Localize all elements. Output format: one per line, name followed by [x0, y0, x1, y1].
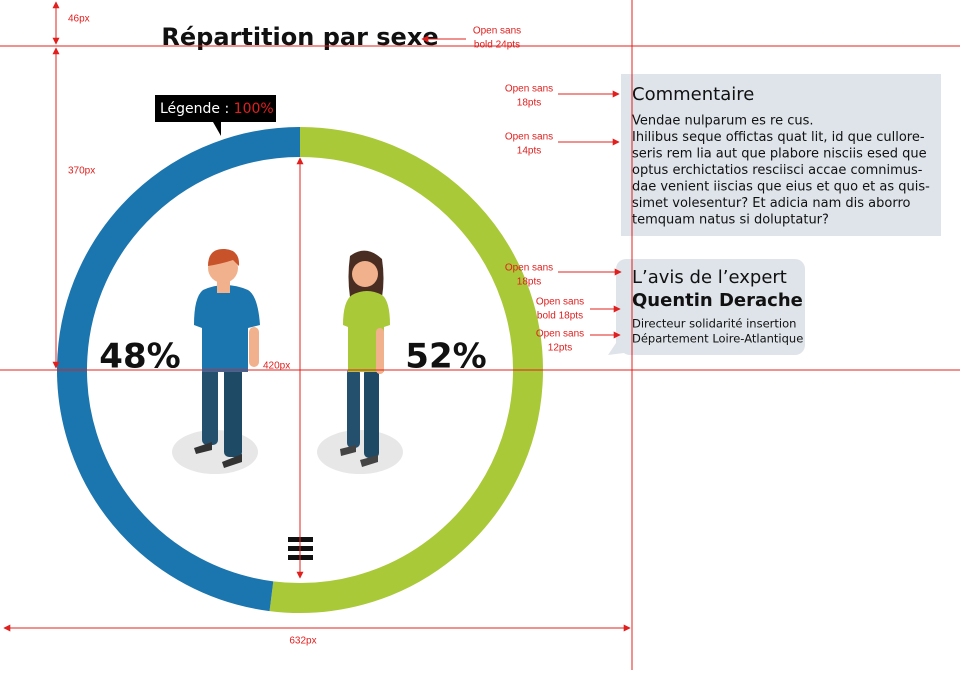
comment-line: temquam natus si doluptatur?: [632, 213, 829, 228]
font-note: bold 24pts: [474, 40, 520, 51]
comment-line: simet volesentur? Et adicia nam dis abor…: [632, 196, 911, 211]
comment-title: Commentaire: [632, 84, 754, 105]
comment-box: [621, 74, 941, 236]
comment-line: Vendae nulparum es re cus.: [632, 114, 814, 129]
svg-text:Légende : 100%: Légende : 100%: [160, 101, 274, 117]
comment-line: dae venient iiscias que eius et quo et a…: [632, 180, 930, 195]
comment-line: Ihilibus seque offictas quat lit, id que…: [632, 130, 925, 145]
font-note: Open sans: [505, 263, 553, 274]
font-note: Open sans: [536, 329, 584, 340]
comment-line: seris rem lia aut que plabore nisciis es…: [632, 147, 927, 162]
font-note: Open sans: [536, 297, 584, 308]
font-note: 14pts: [517, 146, 541, 157]
expert-name: Quentin Derache: [632, 290, 803, 311]
expert-org: Département Loire-Atlantique: [632, 332, 803, 346]
font-note: 18pts: [517, 98, 541, 109]
value-label: 48%: [99, 337, 180, 377]
font-note: Open sans: [505, 84, 553, 95]
font-note: Open sans: [505, 132, 553, 143]
legend: Légende : 100%: [155, 95, 276, 136]
legend-value: 100%: [234, 101, 274, 117]
measure-label: 370px: [68, 166, 95, 177]
font-note: Open sans: [473, 26, 521, 37]
male-figure: [172, 248, 260, 474]
font-note: 12pts: [548, 343, 572, 354]
value-label: 52%: [405, 337, 486, 377]
font-note: bold 18pts: [537, 311, 583, 322]
comment-line: optus erchictatios resciisci accae comni…: [632, 163, 923, 178]
donut-segment: [57, 127, 301, 612]
expert-role: Directeur solidarité insertion: [632, 317, 796, 331]
font-note: 18pts: [517, 277, 541, 288]
measure-label: 46px: [68, 14, 90, 25]
legend-label: Légende :: [160, 101, 234, 117]
expert-heading: L’avis de l’expert: [632, 267, 787, 288]
chart-title: Répartition par sexe: [161, 23, 438, 51]
female-figure: [317, 250, 403, 474]
measure-label: 420px: [263, 361, 290, 372]
donut-segment: [269, 127, 543, 613]
expert-box: [608, 259, 805, 355]
measure-label: 632px: [289, 636, 316, 647]
donut: [57, 127, 543, 613]
